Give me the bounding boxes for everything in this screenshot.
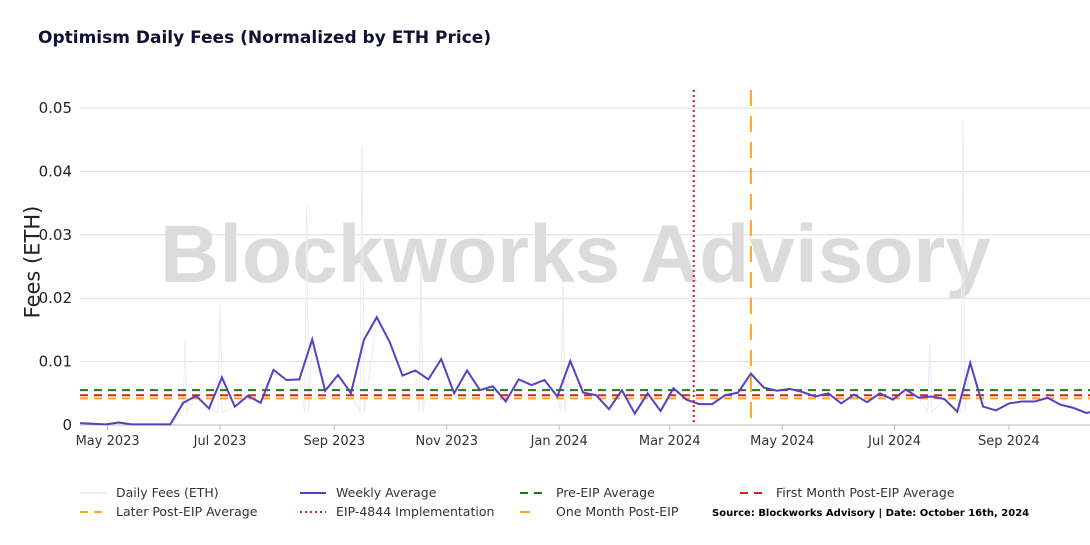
x-tick-label: Mar 2024 — [639, 434, 701, 449]
watermark: Blockworks Advisory — [160, 209, 991, 300]
legend-swatch — [80, 487, 106, 498]
legend-swatch — [740, 487, 766, 498]
legend-swatch — [300, 506, 326, 517]
daily-fees-line — [79, 120, 1090, 425]
x-tick-label: Jan 2024 — [530, 434, 588, 449]
x-tick-label: May 2024 — [750, 434, 814, 449]
y-tick-label: 0.01 — [39, 353, 72, 371]
legend-swatch — [80, 506, 106, 517]
legend-item[interactable]: First Month Post-EIP Average — [740, 485, 955, 500]
legend-swatch — [520, 506, 546, 517]
legend-label: EIP-4844 Implementation — [336, 504, 495, 519]
legend-item[interactable]: Later Post-EIP Average — [80, 504, 257, 519]
x-tick-label: Jul 2023 — [193, 434, 247, 449]
legend-label: Pre-EIP Average — [556, 485, 655, 500]
y-tick-label: 0.04 — [39, 162, 72, 180]
y-tick-label: 0 — [62, 416, 72, 434]
x-tick-label: Jul 2024 — [867, 434, 921, 449]
legend-item[interactable]: EIP-4844 Implementation — [300, 504, 494, 519]
legend-label: Later Post-EIP Average — [116, 504, 258, 519]
y-tick-label: 0.05 — [39, 99, 72, 117]
legend-swatch — [520, 487, 546, 498]
weekly-average-line — [79, 315, 1090, 426]
x-tick-label: May 2023 — [76, 434, 140, 449]
x-tick-label: Nov 2023 — [415, 434, 478, 449]
x-tick-label: Sep 2023 — [303, 434, 365, 449]
y-tick-label: 0.03 — [39, 226, 72, 244]
legend-item[interactable]: Weekly Average — [300, 485, 436, 500]
legend-swatch — [300, 487, 326, 498]
legend-label: Weekly Average — [336, 485, 437, 500]
legend-label: One Month Post-EIP — [556, 504, 679, 519]
legend-item[interactable]: One Month Post-EIP — [520, 504, 678, 519]
legend-label: First Month Post-EIP Average — [776, 485, 955, 500]
x-tick-label: Sep 2024 — [978, 434, 1040, 449]
chart-title: Optimism Daily Fees (Normalized by ETH P… — [38, 28, 492, 48]
legend-label: Daily Fees (ETH) — [116, 485, 219, 500]
source-note: Source: Blockworks Advisory | Date: Octo… — [712, 508, 1030, 519]
y-tick-label: 0.02 — [39, 289, 72, 307]
legend-item[interactable]: Pre-EIP Average — [520, 485, 655, 500]
legend-item[interactable]: Daily Fees (ETH) — [80, 485, 219, 500]
